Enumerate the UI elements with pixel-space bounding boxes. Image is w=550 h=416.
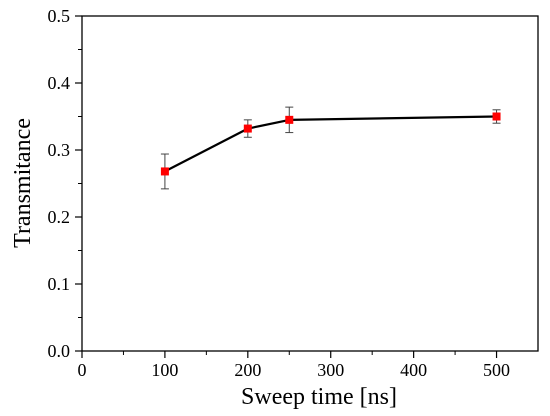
y-tick-label: 0.1 [48,274,71,294]
y-tick-label: 0.5 [48,6,71,26]
data-markers [160,112,501,176]
data-point [492,112,501,121]
y-axis-ticks: 0.0 0.1 0.2 0.3 0.4 0.5 [48,6,82,361]
data-point [285,115,294,124]
series-line [164,115,497,173]
x-tick-label: 500 [483,360,510,380]
data-point [160,167,169,176]
y-tick-label: 0.0 [48,341,71,361]
x-tick-label: 400 [400,360,427,380]
y-tick-label: 0.3 [48,140,71,160]
x-tick-label: 0 [78,360,87,380]
y-tick-label: 0.2 [48,207,71,227]
x-tick-label: 300 [317,360,344,380]
y-tick-label: 0.4 [48,73,71,93]
plot-frame [81,15,539,352]
x-tick-label: 100 [151,360,178,380]
data-point [243,124,252,133]
y-axis-title: Transmitance [10,118,36,248]
x-axis-ticks: 0 100 200 300 400 500 [78,351,510,380]
x-axis-title: Sweep time [ns] [241,384,397,410]
x-tick-label: 200 [234,360,261,380]
